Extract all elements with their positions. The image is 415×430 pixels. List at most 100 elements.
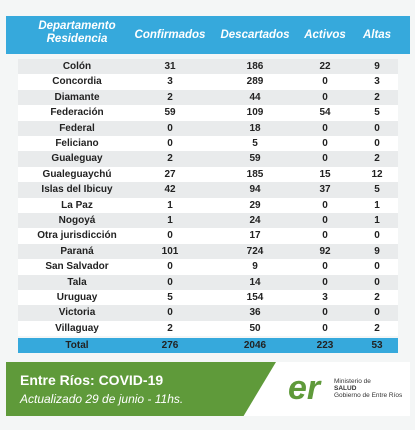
- column-header: Descartados: [220, 29, 290, 41]
- table-row: [18, 89, 398, 106]
- table-row: [18, 105, 398, 121]
- logo-line: SALUD: [334, 385, 357, 392]
- table-cell: 59: [164, 107, 176, 119]
- table-cell: 0: [167, 138, 173, 149]
- total-row: [18, 338, 398, 354]
- table-cell: 24: [249, 215, 261, 226]
- total-cell: Total: [65, 340, 89, 352]
- table-cell: 94: [249, 184, 261, 196]
- table-cell: 2: [374, 322, 380, 334]
- table-cell: 0: [322, 153, 328, 165]
- table-row: [18, 166, 398, 183]
- table-cell: Concordia: [52, 76, 102, 88]
- table-cell: 0: [374, 261, 380, 273]
- table-cell: 186: [246, 61, 264, 72]
- table-cell: 31: [164, 61, 176, 72]
- table-cell: 3: [322, 292, 328, 303]
- table-cell: 0: [322, 91, 328, 103]
- table-row: [18, 259, 398, 275]
- table-cell: 289: [246, 76, 264, 88]
- table-cell: 2: [374, 292, 380, 303]
- table-cell: Federal: [59, 122, 95, 134]
- footer-band: [6, 362, 276, 416]
- table-cell: 3: [374, 76, 380, 88]
- table-cell: 0: [322, 76, 328, 88]
- logo-line: Gobierno de Entre Ríos: [334, 392, 403, 399]
- table-cell: 0: [322, 199, 328, 211]
- table-cell: 12: [371, 168, 383, 180]
- logo-line: Ministerio de: [334, 378, 371, 385]
- table-cell: 109: [246, 107, 264, 119]
- table-cell: 154: [246, 292, 264, 303]
- column-header: Confirmados: [134, 29, 206, 41]
- table-row: [18, 59, 398, 75]
- table-row: [18, 120, 398, 136]
- table-cell: 0: [322, 322, 328, 334]
- table-cell: 101: [161, 245, 179, 257]
- table-cell: Otra jurisdicción: [37, 230, 117, 242]
- table-cell: San Salvador: [45, 261, 109, 273]
- column-header: Activos: [304, 29, 346, 41]
- table-cell: Nogoyá: [58, 215, 96, 226]
- table-row: [18, 197, 398, 213]
- table-row: [18, 228, 398, 244]
- table-cell: 14: [249, 276, 261, 288]
- table-row: [18, 320, 398, 337]
- table-cell: 9: [252, 261, 258, 273]
- table-cell: 9: [374, 61, 380, 72]
- table-cell: 1: [167, 199, 173, 211]
- table-cell: 44: [249, 91, 261, 103]
- logo-text: Ministerio de SALUD Gobierno de Entre Rí…: [334, 378, 402, 399]
- table-cell: 54: [319, 107, 331, 119]
- table-cell: 17: [249, 230, 261, 242]
- table-cell: 0: [374, 307, 380, 319]
- table-cell: 15: [319, 168, 331, 180]
- table-row: [18, 151, 398, 167]
- table-cell: 0: [167, 261, 173, 273]
- column-header: Departamento Residencia: [38, 20, 116, 45]
- table-cell: 0: [322, 138, 328, 149]
- table-cell: Islas del Ibicuy: [41, 184, 113, 196]
- header-bar: [6, 16, 410, 54]
- table-cell: 0: [322, 261, 328, 273]
- column-header: Altas: [362, 29, 392, 41]
- table-cell: 0: [322, 276, 328, 288]
- table-cell: 5: [374, 184, 380, 196]
- table-cell: Victoria: [58, 307, 96, 319]
- table-row: [18, 213, 398, 229]
- table-cell: 0: [322, 230, 328, 242]
- table-cell: 1: [374, 215, 380, 226]
- table-cell: 0: [322, 307, 328, 319]
- table-cell: 2: [374, 91, 380, 103]
- table-cell: La Paz: [61, 199, 93, 211]
- table-cell: 29: [249, 199, 261, 211]
- table-cell: 185: [246, 168, 264, 180]
- footer-title: Entre Ríos: COVID-19: [20, 372, 164, 388]
- table-cell: 724: [246, 245, 264, 257]
- table-cell: 2: [167, 322, 173, 334]
- table-cell: Diamante: [54, 91, 100, 103]
- table-cell: 92: [319, 245, 331, 257]
- table-cell: 36: [249, 307, 261, 319]
- table-cell: Federación: [50, 107, 104, 119]
- table-cell: 42: [164, 184, 176, 196]
- table-cell: Colón: [62, 61, 92, 72]
- table-cell: 0: [167, 230, 173, 242]
- total-cell: 53: [371, 340, 383, 352]
- table-cell: 50: [249, 322, 261, 334]
- table-row: [18, 182, 398, 198]
- table-row: [18, 243, 398, 260]
- table-cell: 0: [374, 276, 380, 288]
- table-cell: 5: [167, 292, 173, 303]
- table-cell: 0: [374, 138, 380, 149]
- table-row: [18, 74, 398, 90]
- table-cell: 18: [249, 122, 261, 134]
- table-cell: 1: [167, 215, 173, 226]
- footer: Entre Ríos: COVID-19 Actualizado 29 de j…: [6, 362, 410, 416]
- table-row: [18, 136, 398, 152]
- table-cell: 0: [322, 122, 328, 134]
- table-cell: 2: [374, 153, 380, 165]
- table-cell: 1: [374, 199, 380, 211]
- table-cell: Paraná: [60, 245, 94, 257]
